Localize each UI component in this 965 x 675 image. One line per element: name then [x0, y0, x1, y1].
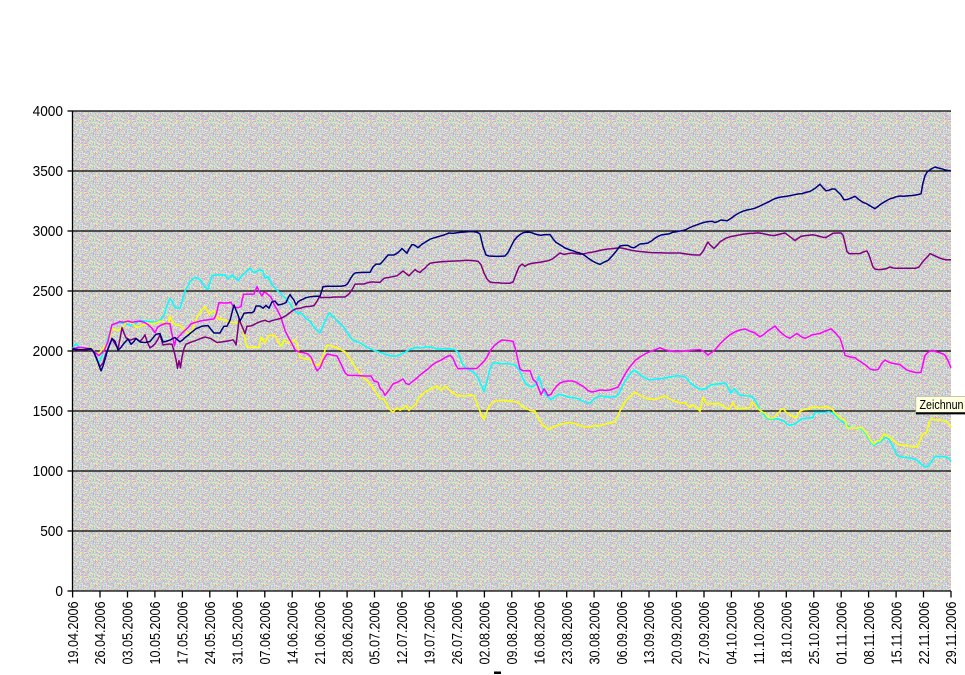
- svg-text:10.05.2006: 10.05.2006: [147, 602, 164, 665]
- svg-text:12.07.2006: 12.07.2006: [394, 602, 411, 665]
- svg-text:04.10.2006: 04.10.2006: [724, 602, 741, 665]
- svg-text:19.04.2006: 19.04.2006: [65, 602, 82, 665]
- svg-text:01.11.2006: 01.11.2006: [833, 602, 850, 665]
- svg-text:14.06.2006: 14.06.2006: [284, 602, 301, 665]
- svg-text:27.09.2006: 27.09.2006: [696, 602, 713, 665]
- svg-text:09.08.2006: 09.08.2006: [504, 602, 521, 665]
- svg-text:02.08.2006: 02.08.2006: [477, 602, 494, 665]
- svg-text:13.09.2006: 13.09.2006: [641, 602, 658, 665]
- svg-text:03.05.2006: 03.05.2006: [120, 602, 137, 665]
- svg-text:16.08.2006: 16.08.2006: [532, 602, 549, 665]
- svg-text:11.10.2006: 11.10.2006: [751, 602, 768, 665]
- svg-text:Zeichnun: Zeichnun: [920, 397, 964, 412]
- svg-text:23.08.2006: 23.08.2006: [559, 602, 576, 665]
- svg-text:21.06.2006: 21.06.2006: [312, 602, 329, 665]
- svg-text:29.11.2006: 29.11.2006: [943, 602, 960, 665]
- svg-text:2500: 2500: [33, 283, 63, 300]
- svg-text:08.11.2006: 08.11.2006: [861, 602, 878, 665]
- svg-text:20.09.2006: 20.09.2006: [669, 602, 686, 665]
- svg-text:500: 500: [40, 523, 63, 540]
- svg-text:31.05.2006: 31.05.2006: [230, 602, 247, 665]
- svg-text:25.10.2006: 25.10.2006: [806, 602, 823, 665]
- svg-text:1500: 1500: [33, 403, 63, 420]
- svg-text:2000: 2000: [33, 343, 63, 360]
- svg-text:06.09.2006: 06.09.2006: [614, 602, 631, 665]
- svg-text:18.10.2006: 18.10.2006: [779, 602, 796, 665]
- svg-text:17.05.2006: 17.05.2006: [175, 602, 192, 665]
- svg-text:07.06.2006: 07.06.2006: [257, 602, 274, 665]
- svg-text:3500: 3500: [33, 163, 63, 180]
- svg-text:15.11.2006: 15.11.2006: [888, 602, 905, 665]
- svg-text:19.07.2006: 19.07.2006: [422, 602, 439, 665]
- svg-text:0: 0: [55, 583, 63, 600]
- svg-text:22.11.2006: 22.11.2006: [916, 602, 933, 665]
- svg-text:28.06.2006: 28.06.2006: [339, 602, 356, 665]
- svg-text:30.08.2006: 30.08.2006: [586, 602, 603, 665]
- svg-text:24.05.2006: 24.05.2006: [202, 602, 219, 665]
- svg-text:05.07.2006: 05.07.2006: [367, 602, 384, 665]
- svg-text:26.04.2006: 26.04.2006: [92, 602, 109, 665]
- svg-text:1000: 1000: [33, 463, 63, 480]
- svg-text:3000: 3000: [33, 223, 63, 240]
- svg-text:26.07.2006: 26.07.2006: [449, 602, 466, 665]
- svg-text:4000: 4000: [33, 103, 63, 120]
